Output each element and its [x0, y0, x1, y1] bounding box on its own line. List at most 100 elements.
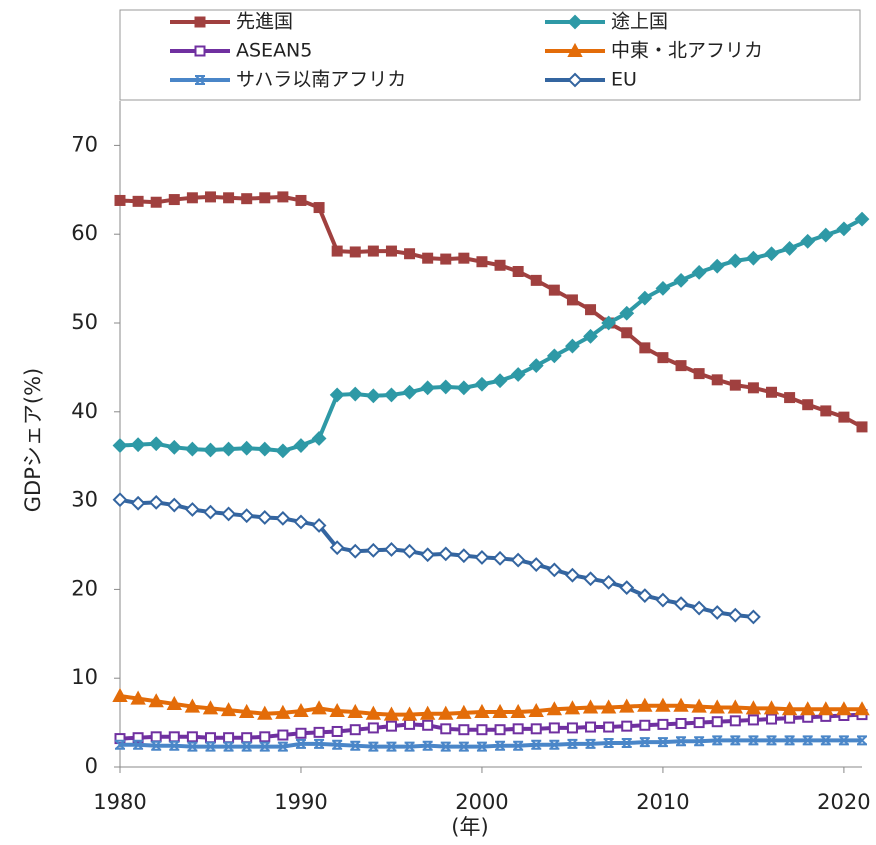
marker [365, 388, 381, 404]
marker [546, 562, 562, 578]
marker [856, 421, 868, 433]
marker [349, 246, 361, 258]
x-tick-label: 2010 [636, 790, 689, 814]
marker [474, 703, 490, 718]
marker [148, 494, 164, 510]
marker [221, 441, 236, 457]
marker [729, 379, 741, 391]
y-tick-label: 30 [71, 488, 98, 512]
legend-label: 途上国 [611, 11, 668, 33]
marker [784, 735, 795, 746]
x-axis-title: (年) [451, 815, 488, 839]
marker [184, 441, 200, 457]
marker [746, 250, 761, 266]
marker [115, 739, 125, 750]
marker [293, 702, 309, 718]
marker [494, 259, 506, 271]
marker [673, 697, 689, 712]
marker [112, 438, 128, 453]
marker [458, 724, 470, 736]
marker [709, 605, 725, 620]
marker [384, 542, 399, 557]
marker [655, 280, 671, 296]
marker [709, 258, 725, 274]
marker [151, 740, 162, 751]
legend-label: サハラ以南アフリカ [236, 69, 406, 91]
marker [277, 729, 289, 741]
marker [747, 382, 759, 394]
marker [530, 723, 542, 735]
marker [854, 211, 870, 227]
marker [132, 732, 144, 744]
marker [239, 508, 255, 524]
marker [657, 352, 669, 364]
marker [530, 274, 542, 286]
marker [512, 723, 524, 735]
marker [637, 588, 653, 604]
marker [510, 552, 526, 568]
marker [603, 738, 614, 749]
marker [492, 373, 508, 389]
marker [458, 252, 470, 264]
marker [331, 725, 343, 737]
marker [277, 191, 289, 203]
marker [420, 380, 436, 396]
marker [691, 264, 707, 280]
marker [564, 700, 581, 715]
marker [601, 574, 617, 590]
marker [528, 557, 544, 572]
marker [186, 192, 198, 204]
marker [241, 741, 252, 752]
marker [675, 717, 687, 729]
legend-item: 先進国 [170, 11, 293, 33]
marker [546, 348, 562, 364]
marker [836, 701, 852, 716]
marker [277, 741, 288, 752]
marker [838, 735, 849, 746]
marker [130, 495, 146, 511]
y-tick-label: 60 [71, 221, 98, 245]
x-tick-label: 1980 [93, 790, 146, 814]
marker [712, 735, 723, 746]
marker [259, 741, 270, 752]
marker [204, 732, 216, 744]
marker [693, 717, 705, 729]
marker [711, 716, 723, 728]
marker [166, 497, 182, 513]
marker [601, 315, 617, 331]
marker [709, 699, 725, 714]
marker [168, 731, 180, 743]
marker [657, 737, 668, 748]
x-tick-label: 1990 [274, 790, 327, 814]
marker [583, 328, 598, 344]
series-line [120, 738, 862, 749]
marker [492, 703, 508, 718]
marker [347, 543, 363, 559]
marker [567, 42, 583, 57]
marker [456, 380, 472, 396]
marker [748, 735, 759, 746]
marker [313, 202, 325, 214]
marker [422, 740, 433, 751]
marker [655, 697, 671, 712]
marker [711, 374, 723, 386]
marker [186, 731, 198, 743]
marker [764, 246, 779, 262]
marker [676, 736, 687, 747]
marker [311, 700, 327, 715]
legend-label: EU [611, 69, 637, 91]
marker [567, 72, 583, 88]
marker [311, 431, 327, 446]
marker [639, 737, 650, 748]
marker [567, 738, 578, 749]
marker [510, 703, 526, 718]
marker [546, 701, 563, 716]
marker [195, 75, 205, 85]
marker [694, 736, 705, 747]
marker [166, 695, 182, 710]
marker [168, 194, 180, 206]
marker [494, 724, 506, 736]
marker [148, 693, 164, 708]
marker [386, 741, 397, 752]
